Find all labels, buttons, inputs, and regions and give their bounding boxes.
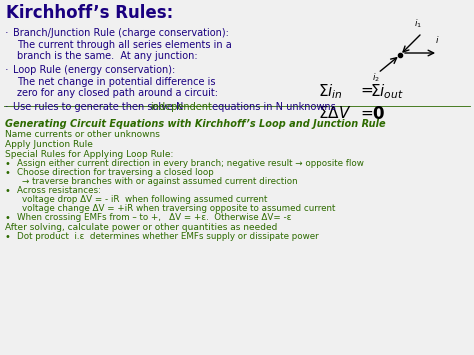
Text: Assign either current direction in every branch; negative result → opposite flow: Assign either current direction in every…	[17, 159, 364, 168]
Text: •: •	[5, 159, 11, 169]
Text: After solving, calculate power or other quantities as needed: After solving, calculate power or other …	[5, 223, 277, 232]
Text: Generating Circuit Equations with Kirchhoff’s Loop and Junction Rule: Generating Circuit Equations with Kirchh…	[5, 119, 386, 129]
Text: ·: ·	[5, 65, 9, 75]
Text: Loop Rule (energy conservation):: Loop Rule (energy conservation):	[13, 65, 175, 75]
Text: equations in N unknowns: equations in N unknowns	[209, 102, 336, 112]
Text: $=$: $=$	[358, 105, 374, 120]
Text: Dot product  i.ε  determines whether EMFs supply or dissipate power: Dot product i.ε determines whether EMFs …	[17, 232, 319, 241]
Text: Name currents or other unknowns: Name currents or other unknowns	[5, 130, 160, 139]
Text: $=$: $=$	[358, 82, 374, 97]
Text: •: •	[5, 232, 11, 242]
Text: $\mathbf{0}$: $\mathbf{0}$	[372, 105, 385, 123]
Text: $\Sigma i_{out}$: $\Sigma i_{out}$	[370, 82, 404, 101]
Text: The current through all series elements in a: The current through all series elements …	[17, 40, 232, 50]
Text: Use rules to generate then solve N: Use rules to generate then solve N	[13, 102, 186, 112]
Text: Special Rules for Applying Loop Rule:: Special Rules for Applying Loop Rule:	[5, 150, 173, 159]
Text: $i_1$: $i_1$	[414, 17, 422, 30]
Text: Branch/Junction Rule (charge conservation):: Branch/Junction Rule (charge conservatio…	[13, 28, 229, 38]
Text: When crossing EMFs from – to +,   ΔV = +ε.  Otherwise ΔV= -ε: When crossing EMFs from – to +, ΔV = +ε.…	[17, 213, 292, 222]
Text: independent: independent	[150, 102, 212, 112]
Text: $\Sigma i_{in}$: $\Sigma i_{in}$	[318, 82, 343, 101]
Text: voltage drop ΔV = - iR  when following assumed current: voltage drop ΔV = - iR when following as…	[22, 195, 267, 204]
Text: Kirchhoff’s Rules:: Kirchhoff’s Rules:	[6, 4, 173, 22]
Text: zero for any closed path around a circuit:: zero for any closed path around a circui…	[17, 88, 218, 98]
Text: $\Sigma\Delta V$: $\Sigma\Delta V$	[318, 105, 351, 121]
Text: $i$: $i$	[435, 34, 439, 45]
Text: Apply Junction Rule: Apply Junction Rule	[5, 140, 93, 149]
Text: The net change in potential difference is: The net change in potential difference i…	[17, 77, 216, 87]
Text: Across resistances:: Across resistances:	[17, 186, 101, 195]
Text: branch is the same.  At any junction:: branch is the same. At any junction:	[17, 51, 198, 61]
Text: Choose direction for traversing a closed loop: Choose direction for traversing a closed…	[17, 168, 214, 177]
Text: voltage change ΔV = +iR when traversing opposite to assumed current: voltage change ΔV = +iR when traversing …	[22, 204, 336, 213]
Text: → traverse branches with or against assumed current direction: → traverse branches with or against assu…	[22, 177, 298, 186]
Text: ·: ·	[5, 102, 9, 112]
Text: ·: ·	[5, 28, 9, 38]
Text: •: •	[5, 168, 11, 178]
Text: •: •	[5, 186, 11, 196]
Text: •: •	[5, 213, 11, 223]
Text: $i_2$: $i_2$	[372, 71, 380, 83]
